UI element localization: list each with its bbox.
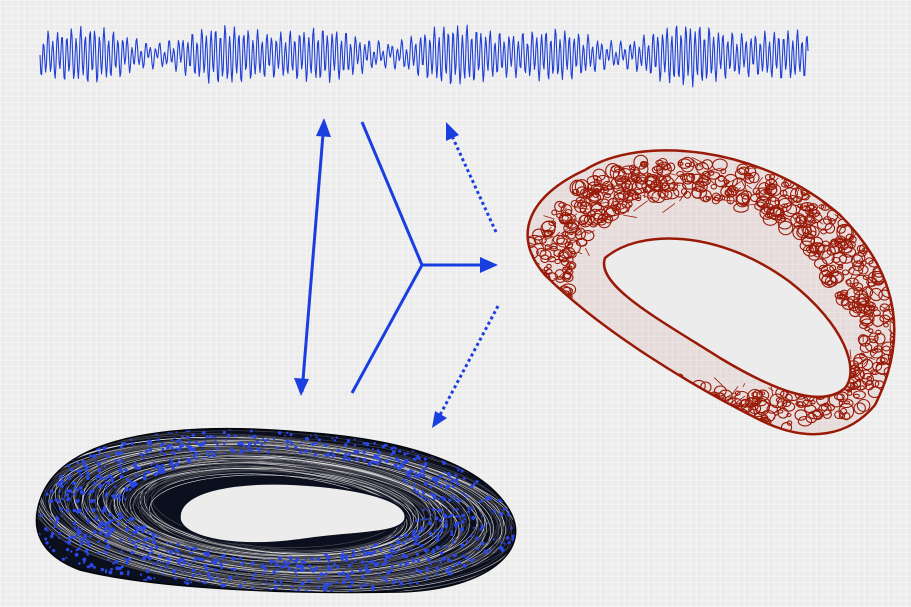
wireframe-torus-complex [526, 149, 896, 436]
point-cloud-attractor [35, 427, 517, 594]
time-series-signal [39, 24, 809, 88]
dotted-arrow-up [446, 122, 498, 233]
dotted-arrow-down [432, 305, 500, 428]
bidirectional-arrow [294, 118, 331, 396]
branching-arrow [350, 121, 498, 394]
